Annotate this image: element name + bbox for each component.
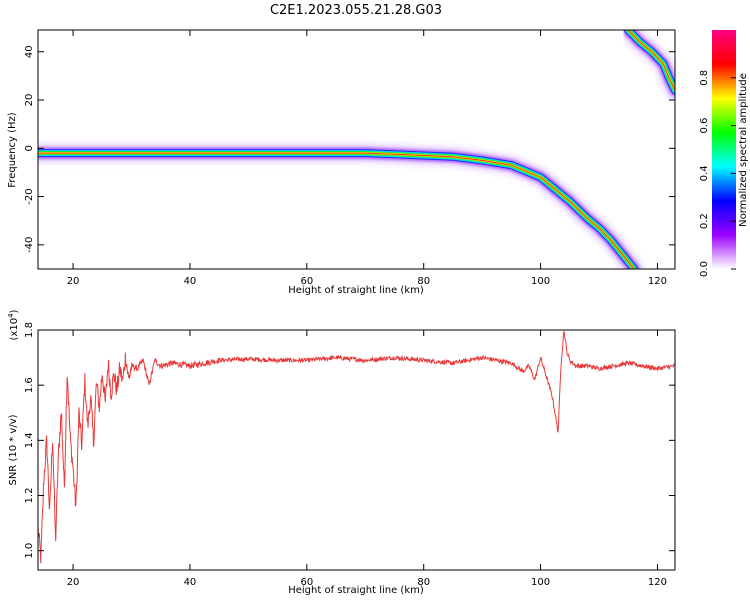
snr-x-tick-label: 40 bbox=[184, 577, 197, 588]
figure-title: C2E1.2023.055.21.28.G03 bbox=[270, 3, 442, 18]
ridge-0-layer-6 bbox=[38, 152, 635, 269]
colorbar-tick-label: 0.2 bbox=[699, 213, 710, 229]
snr-x-label: Height of straight line (km) bbox=[288, 585, 424, 596]
spectrogram-x-tick-label: 60 bbox=[300, 276, 313, 287]
snr-y-scale-base: (x10 bbox=[9, 318, 20, 341]
spectrogram-y-label: Frequency (Hz) bbox=[7, 112, 18, 188]
snr-y-tick-label: 1.0 bbox=[24, 543, 35, 559]
snr-y-ticks: 1.0 1.2 1.4 1.6 1.8 bbox=[24, 322, 675, 559]
snr-x-tick-label: 60 bbox=[300, 577, 313, 588]
spectrogram-ridges bbox=[38, 30, 675, 269]
spectrogram-x-label: Height of straight line (km) bbox=[288, 285, 424, 296]
snr-x-tick-label: 80 bbox=[417, 577, 430, 588]
spectrogram-x-tick-label: 120 bbox=[648, 276, 667, 287]
colorbar-tick-label: 0.0 bbox=[699, 261, 710, 277]
snr-x-tick-label: 20 bbox=[67, 577, 80, 588]
spectrogram-y-tick-label: 20 bbox=[24, 94, 35, 107]
snr-panel: 20 40 60 80 100 120 1.0 1.2 1.4 1.6 1.8 Height of… bbox=[7, 309, 676, 596]
snr-y-tick-label: 1.2 bbox=[24, 488, 35, 504]
snr-y-scale-exp: 4 bbox=[7, 313, 15, 318]
colorbar-tick-label: 0.8 bbox=[699, 70, 710, 86]
spectrogram-x-ticks: 20 40 60 80 100 120 bbox=[67, 30, 667, 287]
ridge-0-layer-0 bbox=[38, 143, 645, 269]
spectrogram-x-tick-label: 80 bbox=[417, 276, 430, 287]
spectrogram-y-tick-label: 40 bbox=[24, 45, 35, 58]
colorbar-tick-label: 0.4 bbox=[699, 165, 710, 181]
spectrogram-x-tick-label: 20 bbox=[67, 276, 80, 287]
snr-y-label: SNR (10 * v/v) bbox=[8, 414, 19, 485]
spectrogram-x-tick-label: 40 bbox=[184, 276, 197, 287]
colorbar-label: Normalized spectral amplitude bbox=[738, 73, 749, 227]
spectrogram-frame bbox=[37, 29, 676, 270]
spectrogram-y-tick-label: 0 bbox=[24, 145, 35, 151]
snr-y-tick-label: 1.8 bbox=[24, 322, 35, 338]
colorbar-tick-label: 0.6 bbox=[699, 118, 710, 134]
snr-series-line bbox=[38, 330, 675, 564]
colorbar-ticks: 0.0 0.2 0.4 0.6 0.8 bbox=[699, 70, 736, 277]
snr-y-tick-label: 1.4 bbox=[24, 432, 35, 448]
colorbar-gradient bbox=[712, 30, 736, 269]
snr-y-tick-label: 1.6 bbox=[24, 377, 35, 393]
spectrogram-y-tick-label: -20 bbox=[24, 188, 35, 204]
snr-x-ticks: 20 40 60 80 100 120 bbox=[67, 330, 667, 588]
snr-x-tick-label: 100 bbox=[531, 577, 550, 588]
spectrogram-y-tick-label: -40 bbox=[24, 237, 35, 253]
snr-y-scale-close: ) bbox=[9, 309, 20, 313]
ridge-1-layer-6 bbox=[627, 30, 675, 91]
spectrogram-x-tick-label: 100 bbox=[531, 276, 550, 287]
snr-frame bbox=[37, 329, 676, 571]
spectrogram-y-ticks: -40 -20 0 20 40 bbox=[24, 45, 675, 253]
snr-x-tick-label: 120 bbox=[648, 577, 667, 588]
colorbar: 0.0 0.2 0.4 0.6 0.8 Normalized spectral ampl… bbox=[699, 30, 749, 277]
snr-y-scale-label: (x104) bbox=[7, 309, 20, 340]
spectrogram-panel: 20 40 60 80 100 120 -40 -20 0 20 40 Height of str… bbox=[7, 29, 676, 296]
